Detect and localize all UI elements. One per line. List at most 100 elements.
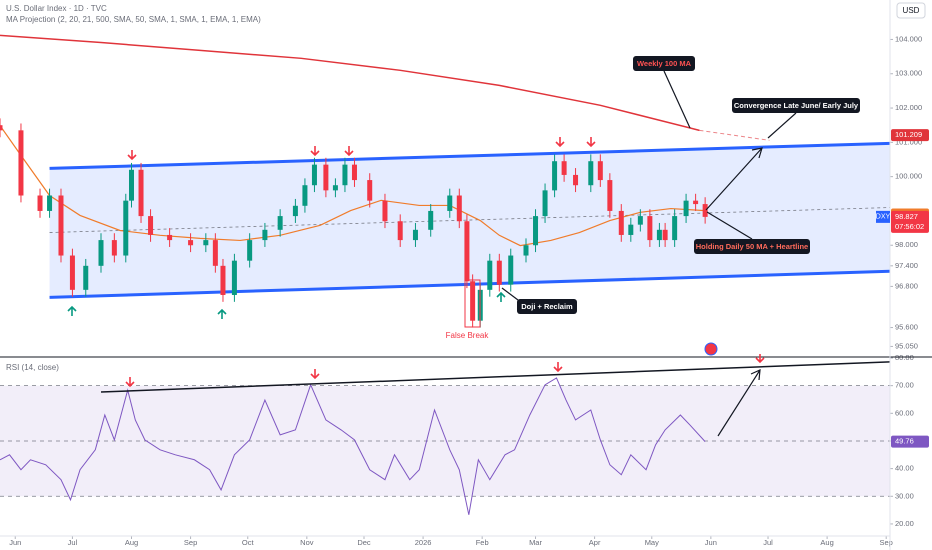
x-tick-label: Nov (300, 538, 314, 547)
x-tick-label: Mar (529, 538, 542, 547)
candle-body (231, 260, 237, 295)
candle-body (647, 216, 653, 241)
candle-body (607, 180, 613, 211)
candle-body (262, 229, 268, 241)
last-price-bg (891, 210, 929, 233)
rsi-label: 49.76 (895, 437, 914, 446)
down-arrow (310, 146, 320, 157)
event-icon[interactable] (704, 342, 718, 356)
candle-body (533, 216, 539, 246)
rsi-band (0, 385, 890, 497)
heartline (49, 207, 891, 233)
price-label-bg (891, 129, 929, 142)
y-tick-label: 40.00 (895, 464, 914, 473)
pointer-line (767, 112, 797, 139)
y-tick-label: 102.000 (895, 103, 922, 112)
down-arrow (555, 137, 565, 148)
false-break-box (464, 279, 481, 328)
candle-body (656, 229, 662, 241)
candle-body (47, 195, 53, 211)
rsi-label-bg (891, 435, 929, 448)
y-tick-label: 70.00 (895, 381, 914, 390)
candle-body (167, 234, 173, 241)
up-arrow (67, 305, 77, 316)
candle-body (83, 265, 89, 290)
candle-body (702, 204, 708, 217)
y-tick-label: 103.000 (895, 69, 922, 78)
up-arrow (217, 308, 227, 319)
candle-body (552, 161, 558, 191)
x-tick-label: Sep (880, 538, 893, 547)
candle-body (311, 164, 317, 186)
candle-body (523, 245, 529, 256)
x-tick-label: Apr (589, 538, 601, 547)
x-tick-label: Jun (9, 538, 21, 547)
x-tick-label: Aug (820, 538, 833, 547)
down-arrow (344, 146, 354, 157)
annotation: Weekly 100 MA (637, 59, 692, 68)
down-arrow (586, 137, 596, 148)
candle-body (412, 229, 418, 241)
projection-arrow (705, 147, 763, 211)
y-tick-label: 96.800 (895, 281, 918, 290)
candle-body (508, 255, 514, 285)
candle-body (58, 195, 64, 256)
annotation: Convergence Late June/ Early July (734, 101, 859, 110)
price-label: 101.209 (895, 130, 922, 139)
candle-body (203, 240, 209, 246)
up-arrow (496, 291, 506, 302)
ma-projection (699, 129, 770, 141)
candle-body (69, 255, 75, 290)
candle-body (487, 260, 493, 290)
pointer-line (663, 70, 691, 129)
x-tick-label: Feb (476, 538, 489, 547)
rsi-trendline (100, 361, 891, 393)
annotation-box (694, 239, 810, 254)
x-tick-label: Oct (242, 538, 255, 547)
candle-body (573, 174, 579, 186)
y-tick-label: 104.000 (895, 34, 922, 43)
candle-body (292, 205, 298, 217)
candle-body (212, 240, 218, 266)
projection-arrow (717, 369, 761, 437)
candle-body (123, 200, 129, 256)
candle-body (628, 224, 634, 235)
candle-body (18, 130, 24, 196)
pointer-line (706, 211, 753, 240)
candle-body (111, 240, 117, 256)
candle-body (351, 164, 357, 181)
x-tick-label: Aug (125, 538, 138, 547)
candle-body (428, 210, 434, 230)
y-tick-label: 30.00 (895, 491, 914, 500)
symbol-label: DXY (876, 214, 891, 221)
y-tick-label: 60.00 (895, 408, 914, 417)
y-tick-label: 95.050 (895, 341, 918, 350)
buy-signals (67, 291, 506, 319)
candle-body (464, 221, 470, 282)
candle-body (323, 164, 329, 191)
ma-line (0, 125, 706, 247)
y-tick-label: 100.000 (895, 172, 922, 181)
countdown-label: 07:56:02 (895, 222, 924, 231)
candle-body (470, 281, 476, 321)
currency-button[interactable] (896, 2, 926, 19)
candle-body (367, 180, 373, 201)
candle-body (128, 169, 134, 201)
x-tick-label: Dec (357, 538, 371, 547)
candle-body (148, 216, 154, 235)
annotation: False Break (446, 331, 490, 340)
channel-line (49, 269, 891, 299)
candle-body (188, 240, 194, 246)
x-tick-label: May (645, 538, 659, 547)
candle-body (98, 240, 104, 266)
annotation-box (517, 299, 577, 314)
candle-body (277, 216, 283, 230)
x-tick-label: Sep (184, 538, 197, 547)
currency-label[interactable]: USD (903, 6, 920, 15)
down-arrow (755, 354, 765, 364)
candle-body (138, 169, 144, 217)
candle-body (37, 195, 43, 211)
rsi-title: RSI (14, close) (6, 363, 59, 372)
down-arrow (553, 362, 563, 373)
down-arrow (127, 150, 137, 161)
